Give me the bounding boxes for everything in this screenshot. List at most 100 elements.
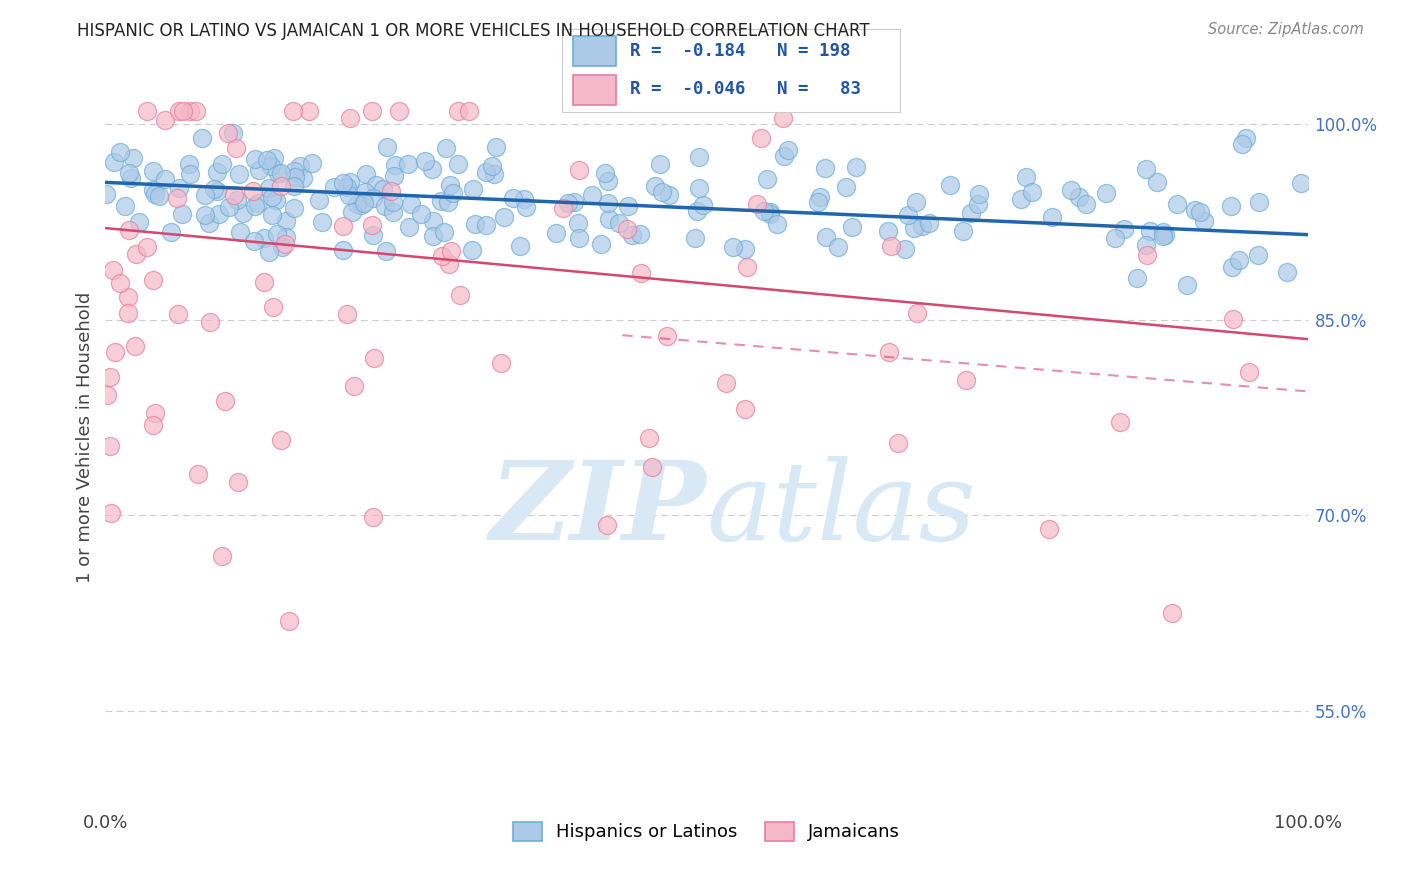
Point <box>430 194 453 208</box>
Point <box>172 207 194 221</box>
Point <box>277 614 299 628</box>
Point <box>449 287 471 301</box>
Point <box>897 208 920 222</box>
Point <box>98 438 121 452</box>
Point <box>396 157 419 171</box>
Point <box>1175 277 1198 292</box>
Point <box>1060 183 1083 197</box>
Point <box>755 171 778 186</box>
Point <box>142 182 165 196</box>
Point <box>364 178 387 193</box>
Point <box>967 187 990 202</box>
Point <box>827 240 849 254</box>
Point <box>879 239 901 253</box>
Point <box>447 157 470 171</box>
Point <box>263 152 285 166</box>
Point <box>243 153 266 167</box>
Point <box>893 243 915 257</box>
Point <box>260 160 283 174</box>
Point <box>308 194 330 208</box>
Point <box>1038 522 1060 536</box>
Point <box>1275 265 1298 279</box>
Point <box>198 314 221 328</box>
Point <box>257 181 280 195</box>
Point <box>217 127 239 141</box>
Point <box>1154 228 1177 243</box>
Point <box>153 113 176 128</box>
Point <box>194 187 217 202</box>
Point <box>905 194 928 209</box>
Point <box>143 406 166 420</box>
Point <box>481 159 503 173</box>
Point <box>1152 225 1174 239</box>
Point <box>288 159 311 173</box>
Point <box>966 196 988 211</box>
Point <box>301 156 323 170</box>
Point <box>361 227 384 242</box>
Point <box>262 208 284 222</box>
Point <box>205 184 228 198</box>
Point <box>1247 194 1270 209</box>
Point <box>714 376 737 390</box>
Point <box>401 196 423 211</box>
Point <box>256 153 278 168</box>
Point <box>100 506 122 520</box>
Point <box>1192 214 1215 228</box>
Point <box>683 231 706 245</box>
Point <box>354 185 377 199</box>
Point <box>492 210 515 224</box>
Point <box>437 256 460 270</box>
Point <box>1184 202 1206 217</box>
Point <box>208 206 231 220</box>
Point <box>544 227 567 241</box>
Point <box>166 191 188 205</box>
Point <box>346 197 368 211</box>
Point <box>776 144 799 158</box>
Point <box>688 150 710 164</box>
Point <box>242 184 264 198</box>
Point <box>1161 606 1184 620</box>
Point <box>808 190 831 204</box>
Point <box>108 145 131 160</box>
Point <box>363 509 385 524</box>
Point <box>877 224 900 238</box>
Point <box>332 219 354 233</box>
Point <box>398 220 420 235</box>
Point <box>509 239 531 253</box>
Point <box>172 103 194 118</box>
Point <box>191 131 214 145</box>
Point <box>814 230 837 244</box>
Text: ZIP: ZIP <box>489 457 707 564</box>
Point <box>1139 224 1161 238</box>
Point <box>581 187 603 202</box>
Point <box>1109 415 1132 429</box>
Point <box>361 191 384 205</box>
Point <box>381 204 404 219</box>
Point <box>104 344 127 359</box>
Point <box>283 201 305 215</box>
Point <box>1136 248 1159 262</box>
Point <box>360 218 382 232</box>
Point <box>128 215 150 229</box>
Point <box>513 192 536 206</box>
Point <box>735 260 758 274</box>
Point <box>353 195 375 210</box>
Point <box>1135 161 1157 176</box>
Point <box>887 436 910 450</box>
Point <box>194 208 217 222</box>
Point <box>734 243 756 257</box>
Point <box>807 194 830 209</box>
Bar <box>572 76 616 105</box>
Point <box>621 227 644 242</box>
Point <box>562 194 585 209</box>
Point <box>433 225 456 239</box>
Point <box>228 167 250 181</box>
Y-axis label: 1 or more Vehicles in Household: 1 or more Vehicles in Household <box>76 292 94 582</box>
Point <box>281 103 304 118</box>
Point <box>122 151 145 165</box>
Point <box>432 249 454 263</box>
Point <box>336 179 359 194</box>
Point <box>422 228 444 243</box>
Point <box>336 307 359 321</box>
Text: atlas: atlas <box>707 457 976 564</box>
